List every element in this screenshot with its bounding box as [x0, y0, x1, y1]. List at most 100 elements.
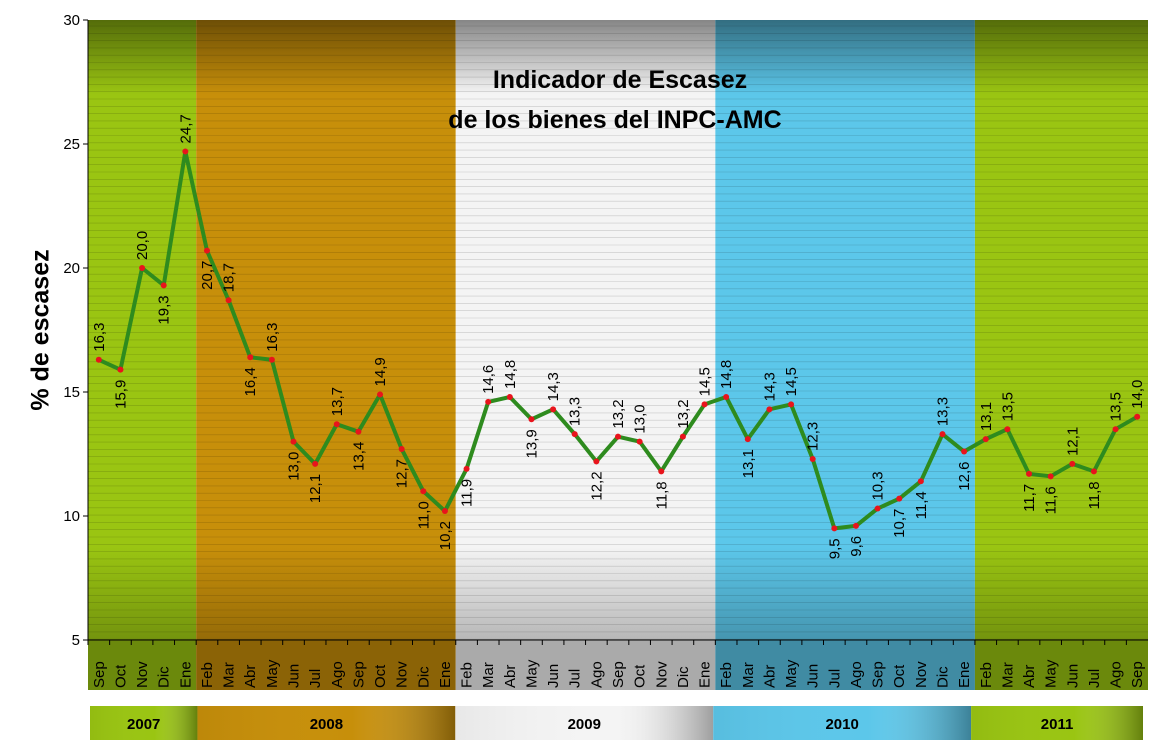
data-point — [506, 393, 513, 400]
y-tick-label: 30 — [63, 12, 80, 29]
data-label: 12,2 — [588, 471, 605, 500]
period-label: 2009 — [568, 716, 601, 733]
x-tick-label: Jun — [1064, 664, 1081, 688]
data-point — [701, 401, 708, 408]
data-point — [658, 468, 665, 475]
year-band-shade — [455, 20, 716, 640]
data-point — [571, 431, 578, 438]
data-label: 11,0 — [415, 501, 432, 529]
x-tick-label: Sep — [91, 661, 108, 688]
data-label: 11,6 — [1043, 486, 1060, 514]
axis-band-shade — [715, 640, 975, 690]
period-label: 2010 — [825, 716, 858, 733]
x-tick-label: Ago — [329, 661, 346, 688]
data-point — [528, 416, 535, 423]
x-tick-label: Mar — [999, 662, 1016, 688]
y-tick-label: 20 — [63, 260, 80, 277]
x-tick-label: Oct — [112, 664, 129, 688]
period-label: 2008 — [310, 716, 343, 733]
x-tick-label: Mar — [221, 662, 238, 688]
axis-band — [715, 640, 975, 690]
data-label: 14,5 — [697, 367, 714, 396]
data-point — [398, 446, 405, 453]
data-point — [744, 436, 751, 443]
data-point — [485, 398, 492, 405]
data-point — [809, 455, 816, 462]
x-tick-label: Ene — [697, 661, 714, 688]
x-tick-label: Ago — [848, 661, 865, 688]
data-label: 14,6 — [480, 365, 497, 394]
y-tick-label: 10 — [63, 508, 80, 525]
data-point — [268, 356, 275, 363]
x-tick-label: Feb — [459, 662, 476, 688]
data-label: 12,1 — [307, 474, 324, 503]
x-tick-label: Oct — [372, 664, 389, 688]
data-label: 10,2 — [437, 521, 454, 550]
data-point — [1134, 413, 1141, 420]
data-point — [95, 356, 102, 363]
data-label: 14,3 — [545, 372, 562, 401]
y-tick-label: 25 — [63, 136, 80, 153]
data-point — [615, 433, 621, 440]
x-tick-label: Sep — [610, 661, 627, 688]
period-strip-shade — [713, 706, 972, 740]
data-point — [593, 458, 600, 465]
x-tick-label: May — [523, 659, 540, 688]
x-tick-label: Dic — [156, 666, 173, 688]
x-tick-label: Abr — [502, 665, 519, 688]
axis-band — [196, 640, 456, 690]
chart-subtitle: de los bienes del INPC-AMC — [448, 106, 781, 134]
data-point — [679, 433, 686, 440]
axis-band — [455, 640, 716, 690]
data-label: 10,7 — [891, 509, 908, 538]
data-point — [982, 436, 989, 443]
data-point — [160, 282, 167, 289]
data-point — [1090, 468, 1097, 475]
data-label: 10,3 — [870, 471, 887, 500]
data-point — [117, 366, 124, 373]
background: 2007 2008 2009 2010 2011 — [88, 20, 1148, 740]
x-tick-label: Ene — [437, 661, 454, 688]
data-label: 14,8 — [718, 360, 735, 389]
x-tick-label: Nov — [134, 661, 151, 688]
x-tick-label: Jun — [805, 664, 822, 688]
data-label: 20,7 — [199, 261, 216, 290]
x-tick-label: Ene — [956, 661, 973, 688]
x-tick-label: Jul — [1086, 669, 1103, 688]
period-label: 2007 — [127, 716, 160, 733]
axis-band-shade — [88, 640, 197, 690]
axis-band-shade — [455, 640, 716, 690]
data-point — [831, 525, 838, 532]
x-tick-label: Abr — [242, 665, 259, 688]
x-tick-label: Abr — [1021, 665, 1038, 688]
data-label: 16,4 — [242, 367, 259, 396]
period-label: 2011 — [1041, 716, 1074, 733]
data-label: 14,8 — [502, 360, 519, 389]
data-point — [1047, 473, 1054, 480]
x-tick-label: Jul — [826, 669, 843, 688]
x-tick-label: Ago — [588, 661, 605, 688]
data-label: 13,0 — [632, 404, 649, 433]
data-label: 13,4 — [350, 442, 367, 471]
axis-band-shade — [196, 640, 456, 690]
x-tick-label: Oct — [632, 664, 649, 688]
data-label: 13,2 — [610, 399, 627, 428]
data-label: 14,3 — [761, 372, 778, 401]
x-tick-label: Feb — [978, 662, 995, 688]
data-point — [874, 505, 881, 512]
x-tick-label: Sep — [350, 661, 367, 688]
data-label: 14,0 — [1129, 380, 1146, 409]
data-point — [139, 265, 146, 271]
x-tick-label: Mar — [740, 662, 757, 688]
year-band-shade — [196, 20, 456, 640]
x-tick-label: Dic — [675, 666, 692, 688]
period-strip-shade — [455, 706, 714, 740]
data-point — [852, 522, 859, 529]
x-tick-label: May — [783, 659, 800, 688]
data-point — [896, 495, 903, 502]
axis-band-shade — [974, 640, 1148, 690]
data-label: 11,9 — [459, 479, 476, 507]
data-label: 15,9 — [112, 380, 129, 409]
